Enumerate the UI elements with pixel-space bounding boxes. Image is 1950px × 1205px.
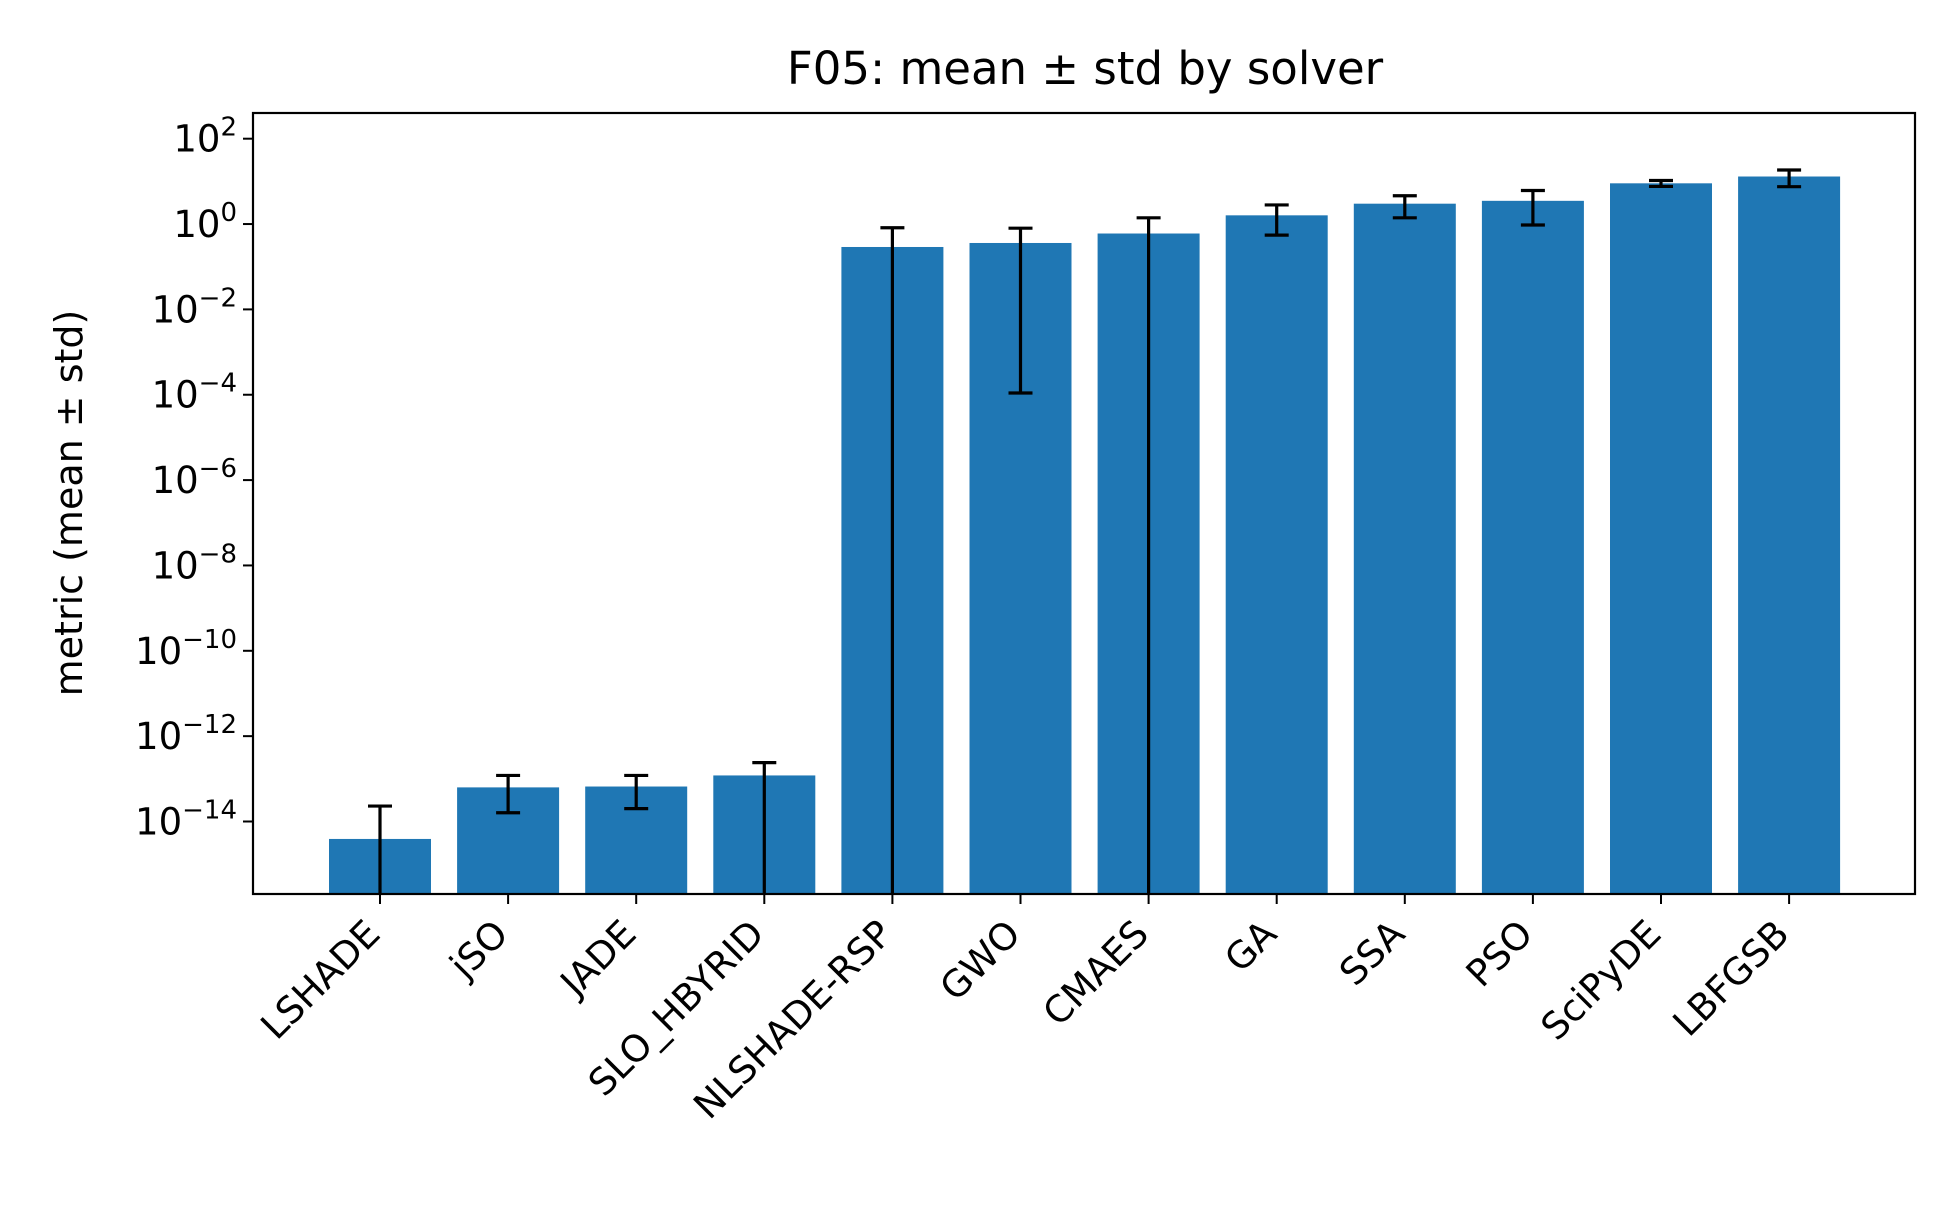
y-tick-label: 10−14 (135, 795, 237, 843)
y-tick-label: 10−2 (152, 283, 237, 331)
y-axis: 102 100 10−2 10−4 10−6 10−8 10−10 10−12 10−14 (135, 113, 253, 843)
bar-scipyde (1610, 183, 1712, 894)
error-bars-layer (368, 168, 1802, 894)
chart-title: F05: mean ± std by solver (787, 42, 1384, 95)
bar-pso (1481, 200, 1584, 895)
y-tick-label: 10−6 (152, 454, 237, 502)
y-tick-label: 10−12 (135, 710, 237, 758)
bar-ssa (1353, 203, 1456, 894)
y-tick-label: 10−8 (152, 539, 237, 587)
y-tick-label: 10−4 (152, 369, 237, 417)
plot-frame (251, 111, 1917, 896)
y-tick-label: 100 (173, 198, 237, 246)
bar-lbfgsb (1738, 176, 1841, 894)
y-axis-label: metric (mean ± std) (47, 310, 91, 697)
bar-ga (1225, 215, 1328, 895)
y-tick-label: 10−10 (135, 625, 237, 673)
y-tick-label: 102 (173, 113, 237, 161)
